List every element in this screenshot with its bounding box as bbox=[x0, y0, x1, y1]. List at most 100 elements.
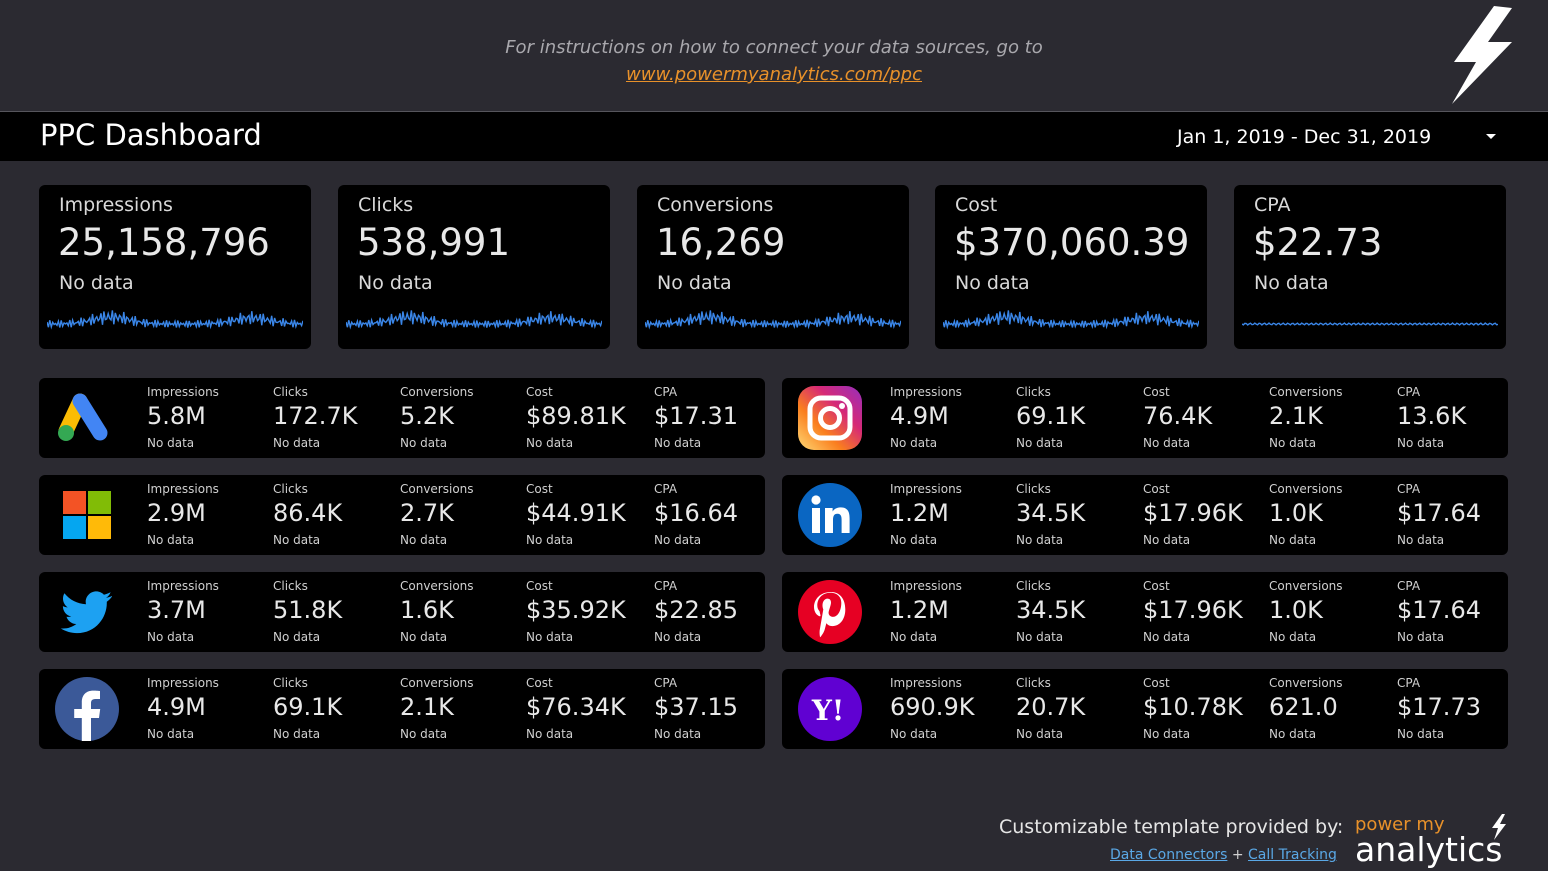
metric-label: Cost bbox=[526, 385, 553, 399]
metric-comparison: No data bbox=[400, 630, 448, 644]
kpi-label: Clicks bbox=[358, 194, 414, 216]
metric-impressions: Impressions 2.9M No data bbox=[147, 475, 267, 555]
metric-comparison: No data bbox=[400, 727, 448, 741]
metric-value: 3.7M bbox=[147, 596, 206, 624]
instagram-icon bbox=[798, 386, 862, 450]
kpi-label: Impressions bbox=[59, 194, 173, 216]
chevron-down-icon[interactable] bbox=[1486, 134, 1496, 139]
metric-impressions: Impressions 1.2M No data bbox=[890, 572, 1010, 652]
metric-comparison: No data bbox=[654, 630, 702, 644]
kpi-card-cost: Cost $370,060.39 No data bbox=[935, 185, 1207, 349]
metric-label: Clicks bbox=[1016, 385, 1051, 399]
yahoo-icon: Y! bbox=[798, 677, 862, 741]
instructions-text: For instructions on how to connect your … bbox=[0, 34, 1548, 88]
metric-label: Clicks bbox=[1016, 676, 1051, 690]
metric-label: Conversions bbox=[1269, 482, 1343, 496]
dashboard-header: PPC Dashboard Jan 1, 2019 - Dec 31, 2019 bbox=[0, 111, 1548, 161]
page-title: PPC Dashboard bbox=[40, 118, 262, 152]
metric-value: 51.8K bbox=[273, 596, 343, 624]
metric-label: Conversions bbox=[400, 385, 474, 399]
metric-label: Cost bbox=[1143, 482, 1170, 496]
metric-value: 4.9M bbox=[147, 693, 206, 721]
metric-comparison: No data bbox=[273, 630, 321, 644]
metric-label: Clicks bbox=[273, 482, 308, 496]
metric-comparison: No data bbox=[890, 727, 938, 741]
metric-label: Conversions bbox=[400, 579, 474, 593]
metric-label: Conversions bbox=[1269, 676, 1343, 690]
metric-comparison: No data bbox=[147, 436, 195, 450]
metric-label: Impressions bbox=[890, 676, 962, 690]
metric-cost: Cost $89.81K No data bbox=[526, 378, 646, 458]
platform-row-pinterest: Impressions 1.2M No data Clicks 34.5K No… bbox=[782, 572, 1508, 652]
metric-comparison: No data bbox=[890, 436, 938, 450]
metric-label: Impressions bbox=[890, 385, 962, 399]
metric-value: 2.1K bbox=[1269, 402, 1323, 430]
call-tracking-link[interactable]: Call Tracking bbox=[1248, 847, 1337, 863]
metric-comparison: No data bbox=[654, 533, 702, 547]
metric-value: 1.2M bbox=[890, 596, 949, 624]
metric-conversions: Conversions 5.2K No data bbox=[400, 378, 520, 458]
kpi-comparison: No data bbox=[59, 272, 134, 294]
metric-comparison: No data bbox=[1143, 436, 1191, 450]
metric-comparison: No data bbox=[1016, 533, 1064, 547]
metric-value: 4.9M bbox=[890, 402, 949, 430]
metric-cpa: CPA $17.73 No data bbox=[1397, 669, 1517, 749]
metric-label: Clicks bbox=[1016, 482, 1051, 496]
metric-value: $17.96K bbox=[1143, 596, 1243, 624]
metric-comparison: No data bbox=[1269, 630, 1317, 644]
data-connectors-link[interactable]: Data Connectors bbox=[1110, 847, 1228, 863]
metric-impressions: Impressions 4.9M No data bbox=[890, 378, 1010, 458]
metric-value: 2.9M bbox=[147, 499, 206, 527]
metric-value: 2.1K bbox=[400, 693, 454, 721]
metric-comparison: No data bbox=[526, 727, 574, 741]
metric-comparison: No data bbox=[1397, 533, 1445, 547]
metric-value: $22.85 bbox=[654, 596, 738, 624]
kpi-comparison: No data bbox=[358, 272, 433, 294]
metric-comparison: No data bbox=[526, 436, 574, 450]
metric-value: 69.1K bbox=[1016, 402, 1086, 430]
footer-links: Data Connectors + Call Tracking bbox=[1110, 847, 1337, 863]
platform-row-yahoo: Y! Impressions 690.9K No data Clicks 20.… bbox=[782, 669, 1508, 749]
metric-value: $89.81K bbox=[526, 402, 626, 430]
instructions-link[interactable]: www.powermyanalytics.com/ppc bbox=[626, 64, 922, 85]
metric-cpa: CPA $17.31 No data bbox=[654, 378, 774, 458]
brand-top: power my bbox=[1355, 814, 1445, 835]
metric-value: 5.2K bbox=[400, 402, 454, 430]
platform-row-instagram: Impressions 4.9M No data Clicks 69.1K No… bbox=[782, 378, 1508, 458]
metric-comparison: No data bbox=[654, 436, 702, 450]
metric-label: Impressions bbox=[147, 482, 219, 496]
metric-value: 621.0 bbox=[1269, 693, 1338, 721]
sparkline bbox=[645, 310, 901, 330]
metric-comparison: No data bbox=[1143, 630, 1191, 644]
metric-value: 2.7K bbox=[400, 499, 454, 527]
metric-conversions: Conversions 1.6K No data bbox=[400, 572, 520, 652]
metric-value: 76.4K bbox=[1143, 402, 1213, 430]
metric-label: Clicks bbox=[1016, 579, 1051, 593]
platform-row-linkedin: Impressions 1.2M No data Clicks 34.5K No… bbox=[782, 475, 1508, 555]
metric-value: $17.64 bbox=[1397, 596, 1481, 624]
metric-cpa: CPA $16.64 No data bbox=[654, 475, 774, 555]
metric-value: 34.5K bbox=[1016, 499, 1086, 527]
kpi-comparison: No data bbox=[1254, 272, 1329, 294]
lightning-bolt-icon bbox=[1492, 814, 1506, 840]
metric-comparison: No data bbox=[654, 727, 702, 741]
metric-comparison: No data bbox=[147, 533, 195, 547]
metric-impressions: Impressions 3.7M No data bbox=[147, 572, 267, 652]
metric-comparison: No data bbox=[273, 436, 321, 450]
metric-value: 69.1K bbox=[273, 693, 343, 721]
kpi-value: $22.73 bbox=[1253, 221, 1383, 264]
metric-label: Impressions bbox=[147, 385, 219, 399]
platform-row-google-ads: Impressions 5.8M No data Clicks 172.7K N… bbox=[39, 378, 765, 458]
metric-label: Conversions bbox=[400, 482, 474, 496]
metric-conversions: Conversions 1.0K No data bbox=[1269, 475, 1389, 555]
metric-label: CPA bbox=[1397, 482, 1421, 496]
metric-comparison: No data bbox=[526, 533, 574, 547]
metric-label: Clicks bbox=[273, 676, 308, 690]
metric-conversions: Conversions 1.0K No data bbox=[1269, 572, 1389, 652]
date-range-selector[interactable]: Jan 1, 2019 - Dec 31, 2019 bbox=[1177, 126, 1432, 148]
metric-label: Impressions bbox=[890, 579, 962, 593]
metric-comparison: No data bbox=[147, 727, 195, 741]
metric-comparison: No data bbox=[273, 533, 321, 547]
metric-cost: Cost $44.91K No data bbox=[526, 475, 646, 555]
metric-comparison: No data bbox=[1269, 436, 1317, 450]
